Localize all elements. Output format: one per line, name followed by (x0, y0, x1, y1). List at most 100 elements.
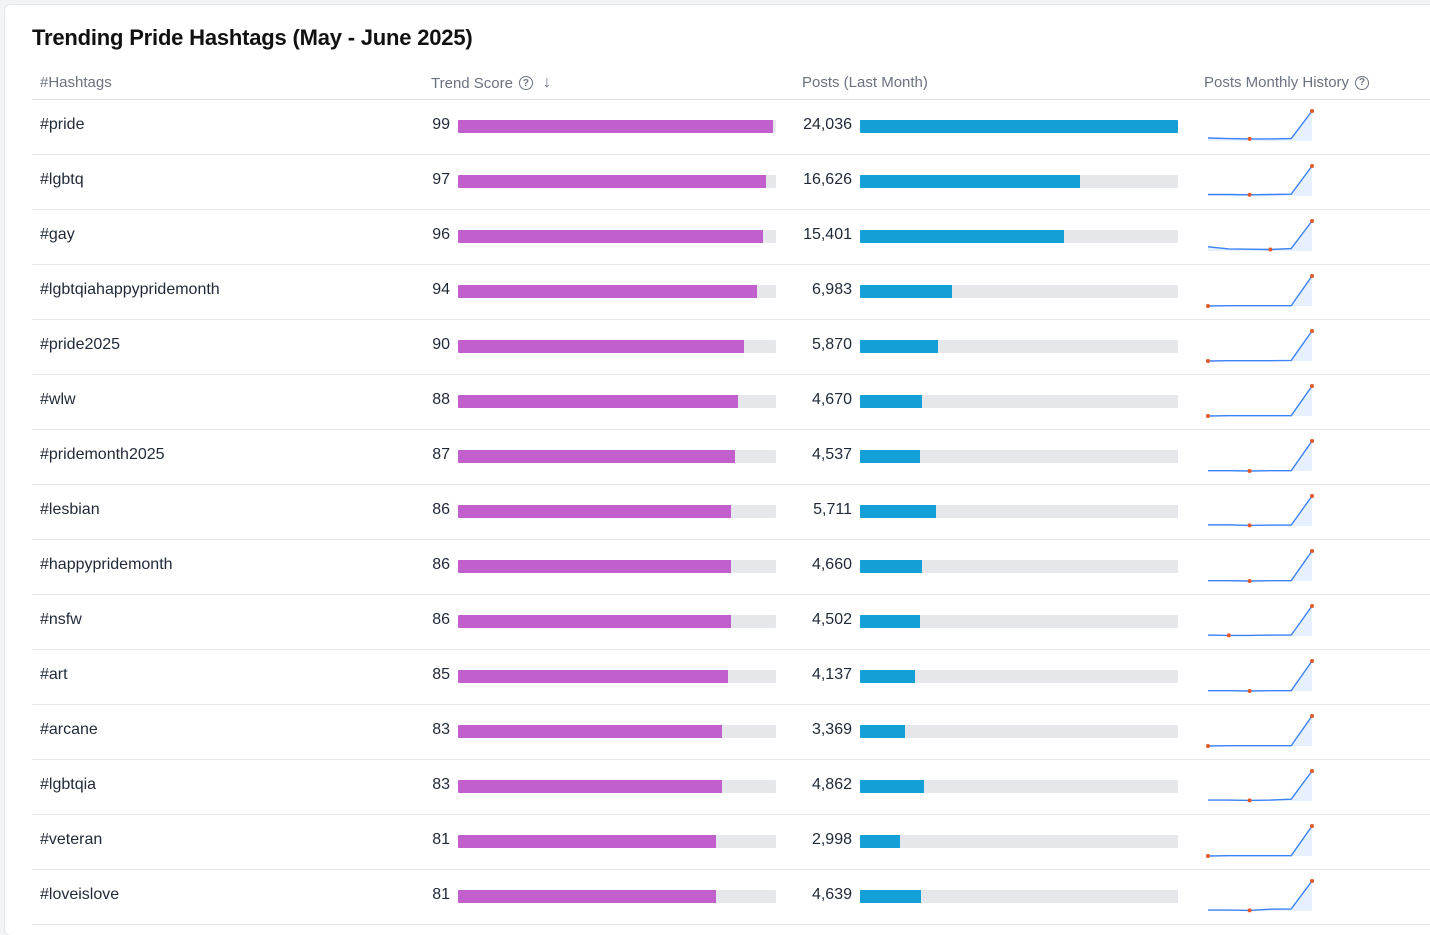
table-row[interactable]: #gay 96 15,401 (32, 210, 1430, 265)
posts-bar (860, 560, 922, 573)
hashtag-label[interactable]: #lgbtqia (40, 776, 97, 793)
sparkline-area (1208, 441, 1312, 471)
sparkline-area (1208, 111, 1312, 141)
posts-bar-track (860, 120, 1178, 133)
hashtag-label[interactable]: #veteran (40, 831, 103, 848)
table-row[interactable]: #nsfw 86 4,502 (32, 595, 1430, 650)
help-icon[interactable]: ? (518, 76, 533, 90)
table-row[interactable]: #happypridemonth 86 4,660 (32, 540, 1430, 595)
sparkline-line (1207, 330, 1313, 362)
posts-count-value: 4,660 (811, 556, 852, 573)
posts-history-sparkline[interactable] (1204, 601, 1316, 643)
trend-score-bar-track (458, 230, 776, 243)
posts-history-sparkline[interactable] (1204, 381, 1316, 423)
trend-score-value: 87 (432, 446, 450, 463)
posts-bar-track (860, 615, 1178, 628)
table-row[interactable]: #wlw 88 4,670 (32, 375, 1430, 430)
hashtags-table: #Hashtags Trend Score ? ↓ Posts (Last Mo… (32, 63, 1430, 925)
posts-history-sparkline[interactable] (1204, 326, 1316, 368)
table-row[interactable]: #arcane 83 3,369 (32, 705, 1430, 760)
sparkline-max-point (1310, 714, 1314, 718)
posts-history-sparkline[interactable] (1204, 491, 1316, 533)
hashtag-label[interactable]: #pridemonth2025 (40, 446, 165, 463)
table-row[interactable]: #lesbian 86 5,711 (32, 485, 1430, 540)
sparkline-min-point (1247, 798, 1252, 803)
trend-score-bar-track (458, 450, 776, 463)
hashtag-label[interactable]: #art (40, 666, 68, 683)
sparkline-area (1208, 716, 1312, 746)
table-row[interactable]: #veteran 81 2,998 (32, 815, 1430, 870)
posts-bar (860, 395, 922, 408)
trend-score-bar (458, 230, 764, 243)
column-header-trend-score-label: Trend Score (431, 74, 513, 92)
table-row[interactable]: #loveislove 81 4,639 (32, 870, 1430, 925)
posts-history-sparkline[interactable] (1204, 876, 1316, 918)
posts-history-sparkline[interactable] (1204, 106, 1316, 148)
hashtag-label[interactable]: #lesbian (40, 501, 100, 518)
hashtag-label[interactable]: #gay (40, 226, 75, 243)
sparkline-min-point (1268, 247, 1273, 252)
hashtag-label[interactable]: #arcane (40, 721, 98, 738)
hashtag-label[interactable]: #lgbtq (40, 171, 84, 188)
hashtag-label[interactable]: #pride (40, 116, 85, 133)
trend-score-bar-track (458, 890, 776, 903)
trend-score-value: 86 (432, 611, 450, 628)
column-header-trend-score[interactable]: Trend Score ? ↓ (431, 74, 551, 92)
sparkline-max-point (1310, 384, 1314, 388)
posts-bar-track (860, 285, 1178, 298)
table-row[interactable]: #lgbtqia 83 4,862 (32, 760, 1430, 815)
hashtag-label[interactable]: #happypridemonth (40, 556, 173, 573)
hashtag-label[interactable]: #nsfw (40, 611, 82, 628)
posts-history-sparkline[interactable] (1204, 766, 1316, 808)
sparkline-area (1208, 166, 1312, 196)
trend-score-bar (458, 395, 738, 408)
posts-bar (860, 670, 915, 683)
hashtag-label[interactable]: #lgbtqiahappypridemonth (40, 281, 220, 298)
posts-history-sparkline[interactable] (1204, 656, 1316, 698)
posts-bar-track (860, 395, 1178, 408)
column-header-posts[interactable]: Posts (Last Month) (802, 74, 928, 91)
sort-descending-icon[interactable]: ↓ (542, 74, 551, 91)
sparkline-max-point (1310, 879, 1314, 883)
posts-history-sparkline[interactable] (1204, 271, 1316, 313)
trend-score-bar-track (458, 560, 776, 573)
column-header-hashtags-label: #Hashtags (40, 74, 112, 91)
sparkline-line (1208, 495, 1313, 527)
posts-history-sparkline[interactable] (1204, 546, 1316, 588)
sparkline-min-point (1247, 469, 1252, 473)
help-icon[interactable]: ? (1355, 75, 1370, 90)
trend-score-bar (458, 340, 745, 353)
posts-bar-track (860, 505, 1178, 518)
table-row[interactable]: #pride2025 90 5,870 (32, 320, 1430, 375)
sparkline-area (1208, 771, 1312, 801)
sparkline-max-point (1310, 274, 1314, 278)
hashtag-label[interactable]: #wlw (40, 391, 76, 408)
posts-bar-track (860, 175, 1178, 188)
posts-bar (860, 835, 900, 848)
column-header-hashtags[interactable]: #Hashtags (40, 74, 112, 91)
hashtag-label[interactable]: #pride2025 (40, 336, 121, 353)
table-row[interactable]: #pride 99 24,036 (32, 100, 1430, 155)
sparkline-min-point (1206, 304, 1210, 308)
posts-history-sparkline[interactable] (1204, 436, 1316, 478)
table-row[interactable]: #lgbtqiahappypridemonth 94 6,983 (32, 265, 1430, 320)
trend-score-bar-track (458, 835, 776, 848)
sparkline-min-point (1206, 414, 1210, 418)
hashtag-label[interactable]: #loveislove (40, 886, 120, 903)
table-row[interactable]: #pridemonth2025 87 4,537 (32, 430, 1430, 485)
posts-history-sparkline[interactable] (1204, 711, 1316, 753)
sparkline-max-point (1310, 824, 1314, 828)
posts-history-sparkline[interactable] (1204, 161, 1316, 203)
table-row[interactable]: #art 85 4,137 (32, 650, 1430, 705)
trend-score-bar-track (458, 670, 776, 683)
posts-bar (860, 120, 1178, 133)
sparkline-line (1207, 220, 1313, 251)
sparkline-min-point (1206, 359, 1210, 363)
posts-count-value: 4,502 (811, 611, 852, 628)
column-header-history[interactable]: Posts Monthly History ? (1204, 74, 1370, 91)
sparkline-line (1208, 770, 1313, 802)
table-row[interactable]: #lgbtq 97 16,626 (32, 155, 1430, 210)
posts-history-sparkline[interactable] (1204, 821, 1316, 863)
posts-history-sparkline[interactable] (1204, 216, 1316, 258)
sparkline-line (1208, 440, 1313, 472)
